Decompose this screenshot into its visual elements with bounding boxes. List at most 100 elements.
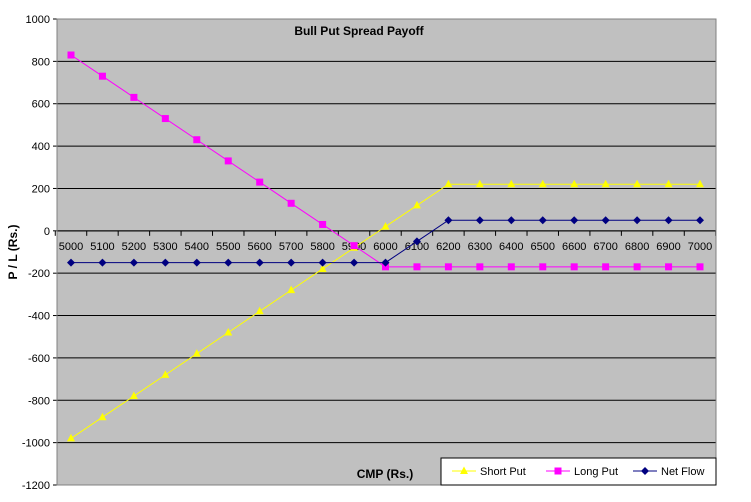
data-point-net-flow: [696, 216, 704, 225]
data-point-net-flow: [350, 258, 359, 267]
data-point-short-put: [570, 179, 579, 188]
legend-label-net-flow: Net Flow: [661, 466, 704, 478]
x-tick-label: 6400: [499, 241, 523, 253]
data-point-short-put: [412, 200, 421, 209]
plot-border: [56, 18, 717, 486]
plot-area: [57, 19, 716, 485]
y-axis-label: P / L (Rs.): [6, 225, 20, 280]
y-tick-label: 0: [44, 226, 50, 238]
chart-title: Bull Put Spread Payoff: [294, 24, 424, 38]
data-point-short-put: [664, 179, 673, 188]
legend-label-short-put: Short Put: [480, 466, 526, 478]
x-tick-label: 5000: [59, 241, 83, 253]
x-tick-label: 6100: [405, 241, 429, 253]
data-point-long-put: [350, 242, 358, 250]
x-tick-label: 6800: [625, 241, 649, 253]
data-point-long-put: [444, 263, 452, 271]
data-point-short-put: [475, 179, 484, 188]
data-point-long-put: [130, 93, 138, 101]
y-tick-label: 600: [32, 99, 50, 111]
data-point-net-flow: [192, 258, 201, 267]
x-tick-label: 6500: [531, 241, 555, 253]
x-tick-label: 5400: [185, 241, 209, 253]
data-point-long-put: [67, 51, 75, 59]
data-point-short-put: [192, 349, 201, 357]
data-point-short-put: [129, 391, 138, 400]
legend: Short Put Long Put Net Flow: [440, 457, 717, 486]
data-point-short-put: [224, 327, 233, 336]
data-point-long-put: [287, 199, 295, 207]
data-point-short-put: [507, 179, 516, 188]
data-point-net-flow: [161, 258, 170, 267]
legend-item-net-flow: Net Flow: [633, 466, 704, 478]
data-point-long-put: [413, 263, 421, 271]
y-tick-label: -1200: [22, 480, 50, 492]
data-point-net-flow: [570, 216, 579, 225]
y-tick-label: 1000: [26, 14, 50, 26]
x-tick-label: 6900: [656, 241, 680, 253]
data-point-short-put: [538, 179, 547, 188]
x-tick-label: 5700: [279, 241, 303, 253]
data-point-long-put: [319, 220, 327, 228]
data-point-long-put: [696, 263, 704, 271]
y-tick-label: -200: [28, 268, 50, 280]
data-point-net-flow: [601, 216, 610, 225]
data-point-short-put: [98, 412, 107, 421]
data-point-net-flow: [538, 216, 547, 225]
data-point-net-flow: [507, 216, 516, 225]
data-point-net-flow: [67, 258, 75, 267]
x-tick-label: 6000: [373, 241, 397, 253]
y-tick-label: 800: [32, 56, 50, 68]
data-point-long-put: [224, 157, 232, 165]
data-point-net-flow: [444, 216, 453, 225]
gridlines: [57, 60, 716, 444]
x-tick-label: 6300: [468, 241, 492, 253]
data-point-short-put: [67, 433, 75, 442]
data-point-net-flow: [129, 258, 138, 267]
data-point-net-flow: [475, 216, 484, 225]
x-tick-label: 5600: [247, 241, 271, 253]
data-point-short-put: [601, 179, 610, 188]
x-tick-label: 5100: [90, 241, 114, 253]
data-point-long-put: [602, 263, 610, 271]
legend-item-long-put: Long Put: [546, 466, 618, 478]
x-tick-label: 6200: [436, 241, 460, 253]
data-point-long-put: [633, 263, 641, 271]
data-point-long-put: [507, 263, 515, 271]
legend-marker-net-flow: [641, 467, 649, 475]
y-tick-label: -400: [28, 311, 50, 323]
series-long-put: [67, 51, 704, 271]
series-short-put: [67, 179, 704, 442]
series-net-flow: [67, 216, 704, 267]
y-tick-label: -600: [28, 353, 50, 365]
legend-item-short-put: Short Put: [452, 466, 526, 478]
data-point-short-put: [287, 285, 296, 294]
data-point-long-put: [161, 115, 169, 123]
data-point-long-put: [98, 72, 106, 80]
x-tick-label: 6600: [562, 241, 586, 253]
legend-marker-long-put: [554, 467, 562, 475]
x-tick-label: 5500: [216, 241, 240, 253]
data-point-short-put: [381, 222, 390, 230]
data-point-long-put: [193, 136, 201, 144]
series-layer: [67, 51, 704, 442]
y-tick-label: 200: [32, 183, 50, 195]
data-point-long-put: [256, 178, 264, 186]
x-tick-label: 5300: [153, 241, 177, 253]
data-point-net-flow: [287, 258, 296, 267]
data-point-short-put: [696, 179, 704, 188]
data-point-short-put: [318, 264, 327, 272]
data-point-net-flow: [98, 258, 107, 267]
legend-label-long-put: Long Put: [574, 466, 618, 478]
y-tick-label: -1000: [22, 438, 50, 450]
data-point-long-put: [382, 263, 389, 271]
x-tick-label: 5800: [310, 241, 334, 253]
data-point-net-flow: [412, 237, 421, 246]
data-point-net-flow: [664, 216, 673, 225]
data-point-long-put: [476, 263, 484, 271]
x-tick-label: 7000: [688, 241, 712, 253]
data-point-net-flow: [381, 258, 390, 267]
y-tick-label: -800: [28, 395, 50, 407]
